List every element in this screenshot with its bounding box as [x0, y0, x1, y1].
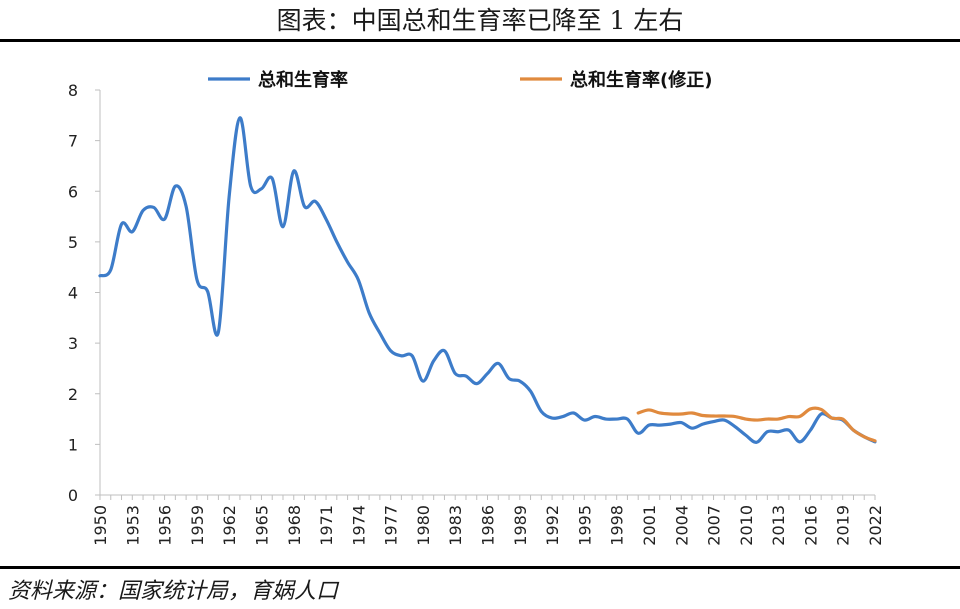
x-tick-label: 1980	[414, 505, 433, 546]
y-tick-label: 1	[68, 435, 78, 454]
y-tick-label: 8	[68, 81, 78, 100]
y-tick-label: 5	[68, 233, 78, 252]
y-tick-label: 7	[68, 132, 78, 151]
x-tick-label: 1974	[349, 505, 368, 546]
series-line-tfr-revised	[636, 406, 877, 443]
x-tick-label: 1956	[156, 505, 175, 546]
y-axis: 0 1 2 3 4 5 6 7 8	[68, 81, 100, 505]
y-tick-label: 4	[68, 284, 78, 303]
series-line-tfr	[98, 116, 877, 444]
chart-title: 图表：中国总和生育率已降至 1 左右	[276, 6, 684, 35]
legend-label: 总和生育率	[258, 69, 348, 91]
y-tick-label: 6	[68, 182, 78, 201]
y-tick-label: 0	[68, 486, 78, 505]
legend-label: 总和生育率(修正)	[570, 69, 712, 91]
x-tick-label: 1989	[511, 505, 530, 546]
bottom-rule	[0, 566, 960, 569]
x-tick-label: 1953	[123, 505, 142, 546]
x-tick-label: 2004	[672, 505, 691, 546]
x-tick-label: 2001	[640, 505, 659, 546]
x-tick-label: 1998	[608, 505, 627, 546]
x-tick-label: 1965	[252, 505, 271, 546]
x-tick-label: 2022	[866, 505, 885, 546]
x-tick-label: 2013	[769, 505, 788, 546]
x-tick-label: 2016	[801, 505, 820, 546]
x-tick-label: 1977	[382, 505, 401, 546]
x-tick-label: 1962	[220, 505, 239, 546]
x-tick-label: 1950	[91, 505, 110, 546]
x-tick-label: 2007	[705, 505, 724, 546]
top-rule	[0, 39, 960, 42]
series-layer	[98, 116, 877, 444]
x-tick-label: 1983	[446, 505, 465, 546]
y-tick-label: 2	[68, 385, 78, 404]
axes	[99, 90, 875, 496]
x-tick-label: 1986	[479, 505, 498, 546]
x-tick-label: 1959	[188, 505, 207, 546]
source-note: 资料来源：国家统计局，育娲人口	[8, 579, 339, 604]
x-tick-label: 2010	[737, 505, 756, 546]
x-tick-label: 2019	[834, 505, 853, 546]
y-tick-label: 3	[68, 334, 78, 353]
legend: 总和生育率 总和生育率(修正)	[208, 69, 712, 91]
x-tick-label: 1992	[543, 505, 562, 546]
x-tick-label: 1971	[317, 505, 336, 546]
x-axis: 1950 1953 1956 1959 1962 1965 1968 1971 1974 1977…	[91, 495, 885, 546]
x-tick-label: 1995	[575, 505, 594, 546]
x-tick-label: 1968	[285, 505, 304, 546]
